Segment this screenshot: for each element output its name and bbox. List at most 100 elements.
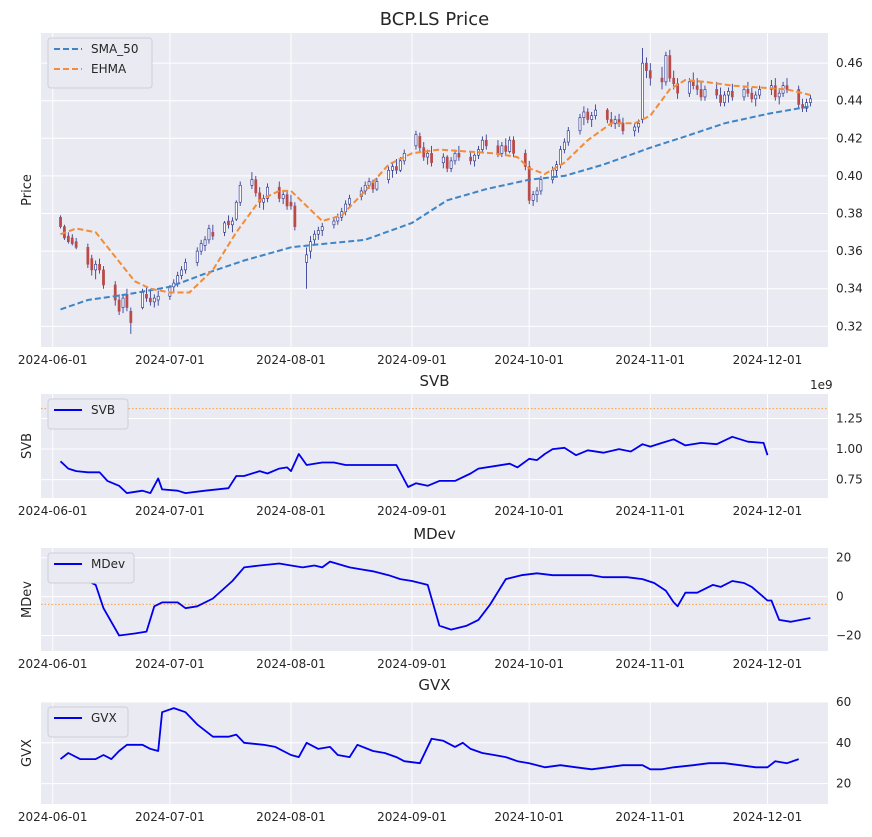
mdev-plot xyxy=(41,560,828,637)
svb-ytick-label: 1.25 xyxy=(836,411,863,425)
candle-body xyxy=(527,166,531,201)
candle-body xyxy=(254,179,258,194)
candle xyxy=(414,130,418,150)
candle xyxy=(395,158,398,175)
price-xtick-label: 2024-07-01 xyxy=(135,353,205,367)
legend-label: SMA_50 xyxy=(91,42,138,56)
candle-body xyxy=(613,119,617,124)
candle-body xyxy=(430,153,433,164)
mdev-xtick-label: 2024-08-01 xyxy=(256,657,326,671)
candle xyxy=(777,89,781,105)
series-line-svb xyxy=(59,435,769,494)
candle-body xyxy=(777,92,781,98)
candle xyxy=(148,288,152,306)
candle-body xyxy=(176,275,180,284)
candle-body xyxy=(117,299,121,312)
candle-body xyxy=(562,141,566,150)
candle xyxy=(332,217,336,229)
legend-label: SVB xyxy=(91,403,115,417)
candle xyxy=(801,98,804,112)
gvx-title: GVX xyxy=(418,676,450,694)
svb-title: SVB xyxy=(419,372,449,390)
candle xyxy=(797,85,801,109)
candle-body xyxy=(668,55,672,79)
candle-body xyxy=(285,194,289,207)
candle-body xyxy=(645,62,648,71)
candle xyxy=(289,194,293,210)
candle-body xyxy=(453,153,457,162)
price-xtick-label: 2024-08-01 xyxy=(256,353,326,367)
candle xyxy=(285,190,289,210)
mdev-ytick-label: 0 xyxy=(836,590,844,604)
candle-body xyxy=(633,126,637,132)
candle-body xyxy=(797,89,801,105)
candle-body xyxy=(398,160,402,171)
candle xyxy=(59,215,62,229)
candle-body xyxy=(449,160,453,169)
candle-body xyxy=(125,294,129,308)
mdev-xtick-label: 2024-12-01 xyxy=(733,657,803,671)
candle-body xyxy=(336,216,340,222)
candle-body xyxy=(664,55,668,83)
gvx-xtick-label: 2024-08-01 xyxy=(256,810,326,824)
candle-body xyxy=(414,134,418,147)
candle xyxy=(715,81,719,99)
candle-body xyxy=(121,297,125,308)
candle-body xyxy=(316,230,320,235)
candle xyxy=(578,113,582,135)
candle-body xyxy=(641,62,644,120)
candle-body xyxy=(102,269,105,286)
candle-body xyxy=(344,203,348,212)
candle xyxy=(613,115,617,129)
candle-body xyxy=(152,297,156,303)
candle xyxy=(586,108,590,124)
gvx-legend: GVX xyxy=(47,706,129,738)
candle-body xyxy=(184,262,187,271)
price-ytick-label: 0.42 xyxy=(836,131,863,145)
candle xyxy=(562,138,566,154)
candle xyxy=(590,111,594,128)
candle xyxy=(94,260,98,280)
price-legend-box xyxy=(47,37,153,89)
price-xtick-label: 2024-06-01 xyxy=(18,353,88,367)
candle xyxy=(309,236,312,259)
candle-body xyxy=(594,109,597,117)
gvx-xtick-label: 2024-10-01 xyxy=(494,810,564,824)
legend-label: EHMA xyxy=(91,62,127,76)
candle xyxy=(699,81,703,101)
mdev-ytick-label: −20 xyxy=(836,628,861,642)
candle-body xyxy=(621,122,625,132)
candle xyxy=(723,91,726,107)
candle-body xyxy=(262,198,265,203)
legend-label: GVX xyxy=(91,711,117,725)
candle-body xyxy=(473,154,476,162)
mdev-xtick-label: 2024-09-01 xyxy=(377,657,447,671)
candle xyxy=(430,145,433,167)
candle-body xyxy=(457,153,461,158)
candle xyxy=(231,217,234,233)
candle xyxy=(664,51,668,86)
candle-body xyxy=(504,145,508,152)
candle-body xyxy=(742,89,746,98)
svb-legend-box xyxy=(47,398,129,430)
candle-body xyxy=(418,136,422,148)
candle-body xyxy=(94,263,98,271)
candle-body xyxy=(801,104,804,109)
candle xyxy=(473,153,476,167)
mdev-xtick-label: 2024-10-01 xyxy=(494,657,564,671)
candle xyxy=(645,57,648,79)
candle xyxy=(660,66,664,90)
candle-body xyxy=(367,181,371,186)
price-panel: BCP.LS Price Price 0.32 0.34 0.36 0.38 0.40 0.4… xyxy=(18,9,863,367)
candle-body xyxy=(180,269,183,276)
candle xyxy=(86,243,90,269)
candle-body xyxy=(699,89,703,98)
candle-body xyxy=(113,284,117,301)
candle xyxy=(805,98,808,112)
candle-body xyxy=(90,258,94,271)
gvx-ytick-label: 40 xyxy=(836,736,851,750)
candle-body xyxy=(289,201,293,207)
candle xyxy=(457,145,461,161)
price-xtick-label: 2024-11-01 xyxy=(615,353,685,367)
candle xyxy=(504,138,508,156)
